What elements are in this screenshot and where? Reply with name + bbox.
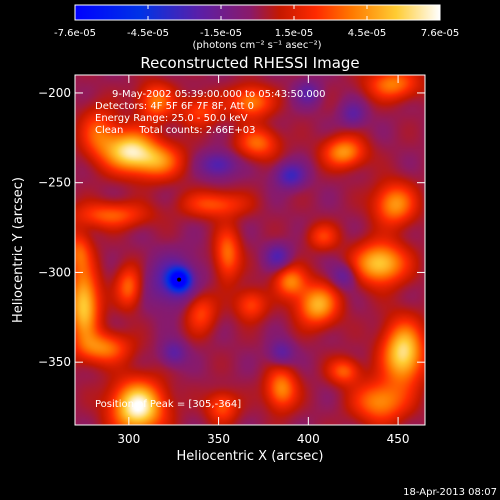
y-tick-label: −200: [38, 86, 71, 100]
annotation-time-range: 9-May-2002 05:39:00.000 to 05:43:50.000: [112, 89, 325, 100]
colorbar-tick-label: -7.6e-05: [54, 28, 96, 39]
colorbar-tick-label: 1.5e-05: [275, 28, 313, 39]
colorbar-tick-label: -1.5e-05: [200, 28, 242, 39]
peak-marker: [177, 277, 182, 282]
annotation-energy-range: Energy Range: 25.0 - 50.0 keV: [95, 113, 248, 124]
annotation-detectors: Detectors: 4F 5F 6F 7F 8F, Att 0: [95, 101, 254, 112]
y-tick-label: −300: [38, 265, 71, 279]
colorbar: [74, 4, 441, 21]
colorbar-ticks: [74, 5, 441, 20]
plot-frame: [74, 74, 426, 426]
colorbar-tick-labels: -7.6e-05 -4.5e-05 -1.5e-05 1.5e-05 4.5e-05 7.…: [54, 28, 459, 39]
colorbar-tick-label: 4.5e-05: [348, 28, 386, 39]
y-axis-label: Heliocentric Y (arcsec): [11, 177, 26, 323]
heatmap-image: [75, 75, 425, 425]
x-axis-label: Heliocentric X (arcsec): [177, 449, 324, 464]
annotation-block: 9-May-2002 05:39:00.000 to 05:43:50.000 …: [95, 89, 325, 136]
colorbar-tick-label: 7.6e-05: [421, 28, 459, 39]
x-tick-label: 400: [297, 432, 320, 446]
x-tick-label: 450: [387, 432, 410, 446]
y-axis-ticks: −200 −250 −300 −350: [38, 86, 425, 369]
x-tick-label: 350: [207, 432, 230, 446]
colorbar-tick-label: -4.5e-05: [127, 28, 169, 39]
chart-title: Reconstructed RHESSI Image: [140, 54, 359, 72]
colorbar-unit-label: (photons cm⁻² s⁻¹ asec⁻²): [192, 40, 321, 51]
x-tick-label: 300: [117, 432, 140, 446]
x-axis-ticks: 300 350 400 450: [117, 75, 410, 446]
y-tick-label: −350: [38, 355, 71, 369]
render-timestamp: 18-Apr-2013 08:07: [403, 487, 497, 498]
peak-position-label: Position of Peak = [305,-364]: [95, 399, 241, 410]
annotation-counts: Clean Total counts: 2.66E+03: [95, 125, 255, 136]
y-tick-label: −250: [38, 176, 71, 190]
